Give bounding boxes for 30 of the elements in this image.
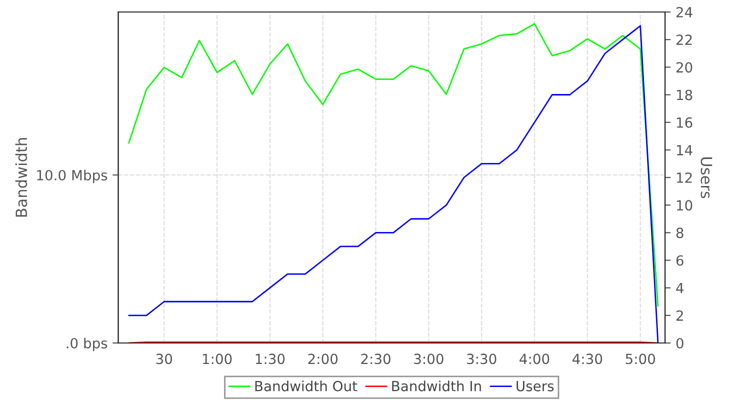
- y2-tick-label: 6: [676, 255, 684, 266]
- y2-tick-label: 14: [676, 145, 692, 156]
- x-tick-label: 1:30: [256, 354, 285, 364]
- y2-axis-title: Users: [700, 157, 712, 198]
- x-tick-label: 30: [156, 354, 172, 364]
- y2-tick-label: 8: [676, 228, 684, 238]
- y2-tick-label: 12: [676, 172, 692, 183]
- y2-tick-label: 20: [676, 62, 692, 73]
- x-tick-label: 2:00: [308, 354, 338, 364]
- legend-label: Users: [516, 381, 554, 392]
- x-tick-label: 3:30: [467, 354, 496, 364]
- y2-tick-label: 10: [676, 200, 692, 211]
- y2-tick-label: 24: [676, 6, 692, 18]
- x-tick-label: 1:00: [202, 354, 232, 364]
- y-tick-label: 10.0 Mbps: [37, 170, 108, 184]
- x-tick-label: 2:30: [361, 354, 390, 364]
- legend-label: Bandwidth Out: [255, 380, 358, 392]
- x-tick-label: 5:00: [626, 354, 656, 364]
- legend-label: Bandwidth In: [392, 380, 481, 392]
- y2-tick-label: 22: [676, 34, 692, 45]
- y2-tick-label: 18: [676, 90, 692, 100]
- y2-tick-label: 4: [676, 282, 684, 294]
- x-tick-label: 4:00: [520, 354, 550, 364]
- y2-tick-label: 0: [676, 338, 684, 348]
- x-tick-label: 4:30: [572, 354, 602, 364]
- y-tick-label: .0 bps: [66, 338, 108, 352]
- x-tick-label: 3:00: [414, 354, 444, 364]
- y2-tick-label: 16: [676, 117, 692, 128]
- y2-tick-label: 2: [676, 310, 683, 321]
- y-axis-title: Bandwidth: [15, 138, 28, 217]
